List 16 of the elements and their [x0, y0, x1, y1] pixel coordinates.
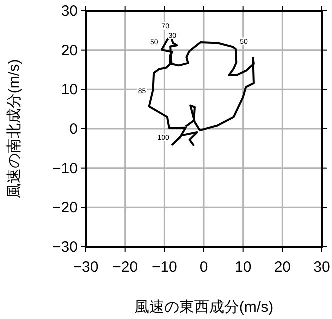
x-axis-title: 風速の東西成分(m/s) — [134, 299, 274, 316]
y-tick-label: 0 — [70, 121, 78, 138]
y-tick-label: 30 — [61, 3, 78, 20]
y-axis-title: 風速の南北成分(m/s) — [6, 59, 23, 199]
x-tick-label: −20 — [112, 259, 138, 276]
x-tick-label: −10 — [152, 259, 178, 276]
x-tick-label: 10 — [234, 259, 252, 276]
x-tick-label: 20 — [274, 259, 292, 276]
x-tick-label: 0 — [200, 259, 208, 276]
y-tick-label: −30 — [52, 239, 78, 256]
y-tick-label: 10 — [61, 82, 78, 99]
y-tick-label: −20 — [52, 200, 78, 217]
y-tick-label: 20 — [61, 42, 78, 60]
x-tick-label: 30 — [314, 259, 330, 276]
y-tick-label: −10 — [52, 160, 78, 178]
x-tick-label: −30 — [73, 259, 99, 276]
